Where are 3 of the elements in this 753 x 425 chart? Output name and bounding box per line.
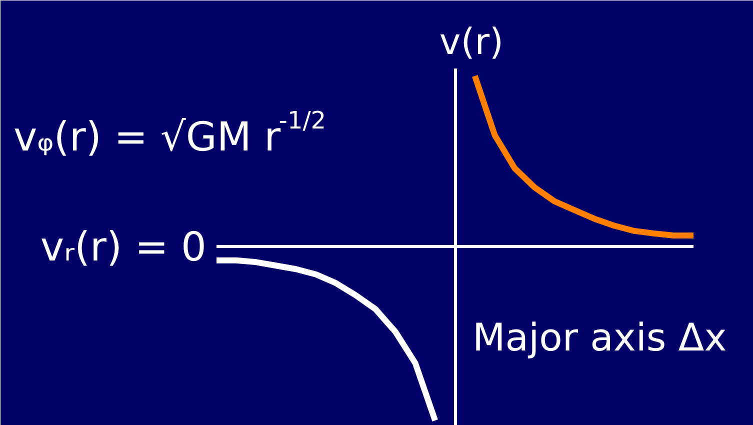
x-axis-title: Major axis Δx: [472, 316, 727, 360]
y-axis-title: v(r): [439, 22, 504, 63]
text: vᵣ(r) = 0: [40, 224, 207, 270]
